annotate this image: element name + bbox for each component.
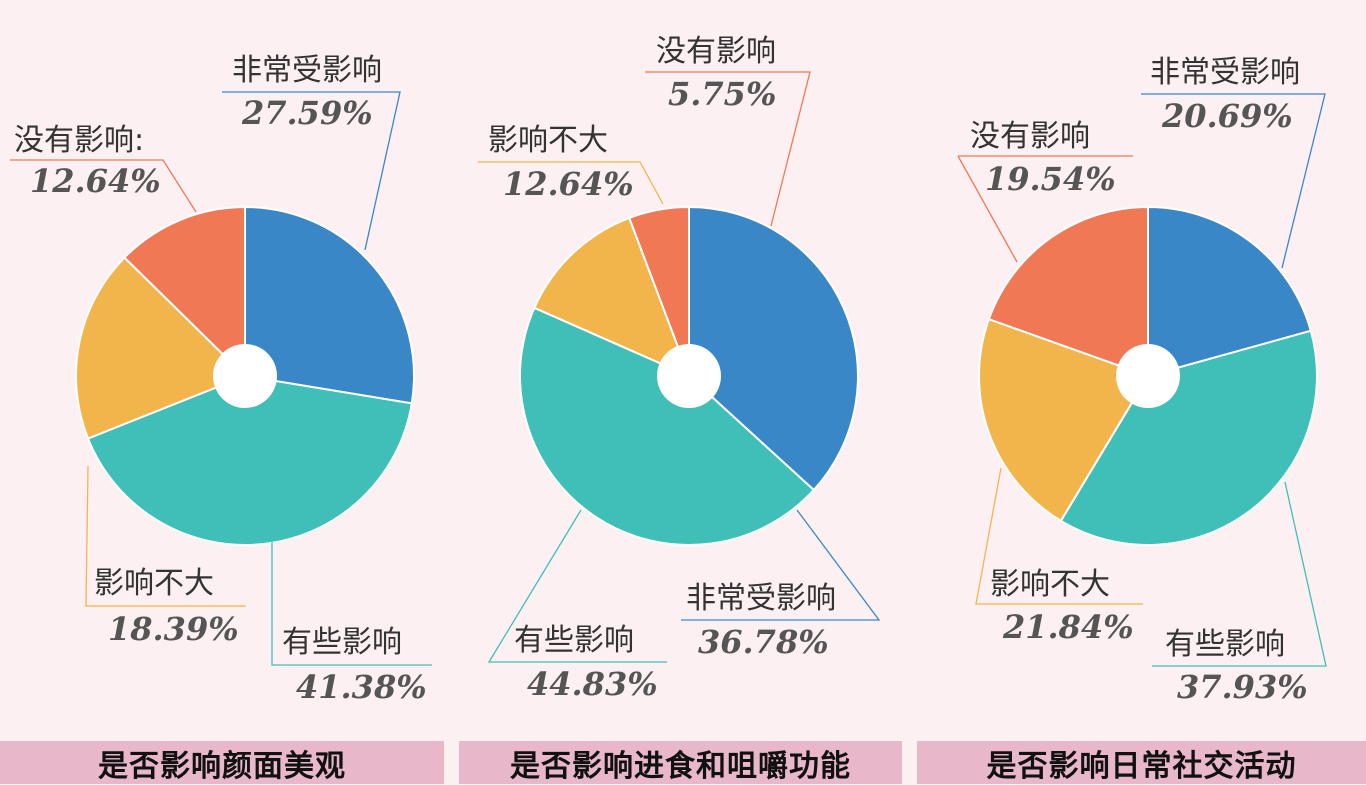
slice-label-not-affected: 没有影响: [656, 34, 776, 69]
pie-slice-not-affected: [987, 205, 1149, 378]
slice-percent-slightly-affected: 18.39%: [108, 610, 239, 648]
chart-title-2: 是否影响进食和咀嚼功能: [459, 741, 902, 784]
pie-slice-not-affected: [627, 205, 690, 377]
slice-label-somewhat-affected: 有些影响: [1165, 627, 1285, 662]
leader-line-somewhat-affected: [271, 542, 432, 666]
slice-percent-slightly-affected: 21.84%: [1002, 608, 1134, 646]
pie-slice-very-affected: [244, 205, 415, 405]
leader-line-somewhat-affected: [1152, 481, 1327, 667]
slice-label-very-affected: 非常受影响: [232, 53, 382, 88]
pie-slice-somewhat-affected: [1059, 329, 1318, 546]
leader-line-slightly-affected: [478, 161, 664, 205]
slice-percent-slightly-affected: 12.64%: [503, 165, 634, 203]
leader-line-very-affected: [681, 509, 881, 621]
pie-center-hole: [657, 344, 721, 408]
pie-slice-somewhat-affected: [519, 306, 816, 546]
pie-slice-very-affected: [688, 205, 859, 492]
chart-title-3: 是否影响日常社交活动: [917, 741, 1366, 784]
pie-chart-1: 非常受影响 27.59% 有些影响 41.38% 影响不大 18.39% 没有影响: 12.6…: [10, 53, 432, 706]
slice-percent-somewhat-affected: 41.38%: [296, 668, 427, 706]
slice-label-somewhat-affected: 有些影响: [514, 623, 634, 658]
slice-percent-not-affected: 19.54%: [985, 160, 1116, 198]
slice-percent-not-affected: 12.64%: [30, 162, 161, 200]
leader-line-slightly-affected: [975, 467, 1143, 605]
chart-title-1: 是否影响颜面美观: [0, 741, 444, 784]
leader-line-very-affected: [1141, 93, 1326, 269]
slice-percent-not-affected: 5.75%: [668, 75, 776, 113]
slice-label-somewhat-affected: 有些影响: [282, 625, 402, 660]
leader-line-very-affected: [222, 91, 401, 251]
leader-line-not-affected: [645, 71, 811, 227]
leader-line-not-affected: [957, 155, 1018, 263]
slice-label-very-affected: 非常受影响: [1150, 55, 1300, 90]
slice-label-slightly-affected: 影响不大: [488, 123, 608, 158]
slice-percent-very-affected: 20.69%: [1161, 97, 1293, 135]
pie-center-hole: [213, 344, 277, 408]
pie-slice-very-affected: [1147, 205, 1313, 378]
leader-line-not-affected: [10, 159, 197, 213]
leader-line-somewhat-affected: [487, 509, 667, 663]
pie-slice-somewhat-affected: [86, 374, 413, 546]
slice-percent-somewhat-affected: 37.93%: [1177, 668, 1308, 706]
pie-slice-not-affected: [123, 205, 246, 379]
pie-center-hole: [1116, 344, 1180, 408]
slice-label-slightly-affected: 影响不大: [990, 567, 1110, 602]
pie-chart-2: 非常受影响 36.78% 有些影响 44.83% 影响不大 12.64% 没有影响 5.75%: [478, 34, 881, 703]
slice-label-not-affected: 没有影响:: [14, 123, 144, 158]
slice-percent-very-affected: 27.59%: [241, 94, 373, 132]
pie-slice-slightly-affected: [533, 216, 691, 378]
pie-chart-3: 非常受影响 20.69% 有些影响 37.93% 影响不大 21.84% 没有影响 19.54…: [957, 55, 1327, 706]
leader-line-slightly-affected: [85, 465, 246, 607]
slice-label-not-affected: 没有影响: [970, 119, 1090, 154]
pie-slice-slightly-affected: [978, 317, 1150, 523]
slice-percent-very-affected: 36.78%: [698, 623, 829, 661]
slice-percent-somewhat-affected: 44.83%: [527, 665, 658, 703]
slice-label-very-affected: 非常受影响: [686, 581, 836, 616]
slice-label-slightly-affected: 影响不大: [94, 566, 214, 601]
pie-slice-slightly-affected: [75, 256, 247, 440]
